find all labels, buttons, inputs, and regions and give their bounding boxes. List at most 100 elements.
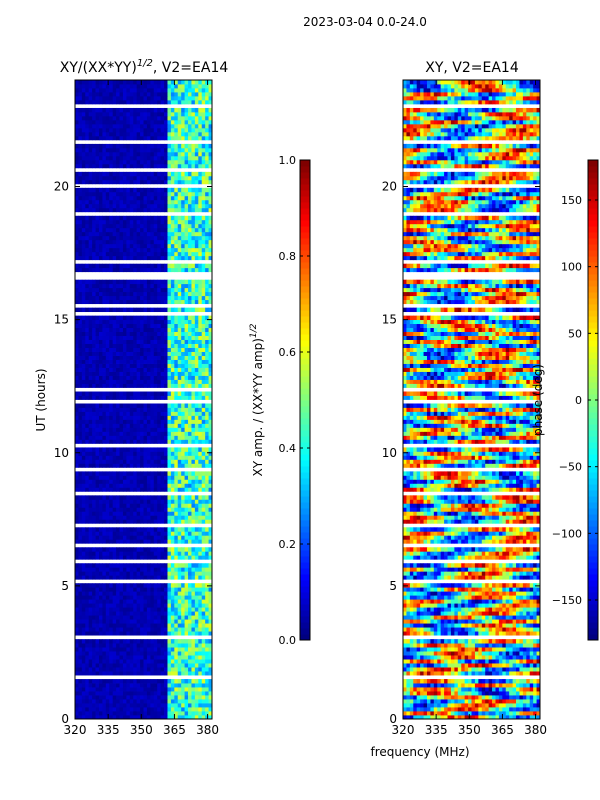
- heatmap-cell: [133, 603, 138, 608]
- heatmap-cell: [191, 531, 196, 536]
- heatmap-cell: [95, 671, 100, 676]
- heatmap-cell: [78, 319, 83, 325]
- heatmap-cell: [85, 239, 90, 245]
- heatmap-cell: [140, 355, 144, 360]
- heatmap-cell: [150, 431, 155, 436]
- heatmap-cell: [98, 179, 103, 185]
- heatmap-cell: [92, 599, 96, 604]
- heatmap-cell: [198, 587, 203, 592]
- heatmap-cell: [167, 627, 172, 632]
- heatmap-cell: [88, 539, 93, 544]
- heatmap-cell: [88, 279, 93, 285]
- heatmap-cell: [78, 539, 83, 544]
- heatmap-cell: [174, 531, 179, 536]
- heatmap-cell: [143, 335, 148, 340]
- heatmap-cell: [181, 347, 185, 352]
- heatmap-cell: [146, 639, 151, 644]
- heatmap-cell: [78, 627, 83, 632]
- heatmap-cell: [122, 251, 127, 257]
- heatmap-cell: [170, 547, 175, 552]
- heatmap-cell: [75, 683, 79, 688]
- heatmap-cell: [150, 295, 155, 301]
- heatmap-cell: [133, 563, 138, 568]
- heatmap-cell: [102, 351, 107, 356]
- heatmap-cell: [126, 463, 131, 468]
- heatmap-cell: [198, 555, 203, 560]
- heatmap-cell: [85, 455, 90, 460]
- heatmap-cell: [105, 347, 110, 352]
- heatmap-cell: [95, 531, 100, 536]
- heatmap-cell: [105, 299, 110, 305]
- heatmap-cell: [122, 623, 127, 628]
- heatmap-cell: [143, 667, 148, 672]
- heatmap-cell: [181, 695, 185, 700]
- heatmap-cell: [95, 595, 100, 600]
- heatmap-cell: [174, 619, 179, 624]
- heatmap-cell: [157, 219, 162, 225]
- heatmap-cell: [194, 203, 199, 209]
- heatmap-cell: [112, 395, 117, 400]
- heatmap-cell: [157, 415, 162, 420]
- heatmap-cell: [198, 667, 203, 672]
- heatmap-cell: [198, 287, 203, 293]
- heatmap-cell: [208, 687, 213, 692]
- heatmap-cell: [143, 407, 148, 412]
- heatmap-cell: [119, 155, 124, 161]
- heatmap-cell: [184, 247, 189, 253]
- heatmap-cell: [136, 243, 141, 249]
- heatmap-cell: [208, 695, 213, 700]
- heatmap-cell: [188, 483, 192, 488]
- heatmap-cell: [81, 583, 86, 588]
- heatmap-cell: [78, 327, 83, 332]
- heatmap-cell: [75, 591, 79, 596]
- heatmap-cell: [208, 375, 213, 380]
- heatmap-cell: [188, 251, 192, 257]
- heatmap-cell: [174, 683, 179, 688]
- heatmap-cell: [98, 507, 103, 512]
- heatmap-cell: [85, 419, 90, 424]
- heatmap-cell: [170, 419, 175, 424]
- heatmap-cell: [174, 655, 179, 660]
- heatmap-cell: [136, 515, 141, 520]
- heatmap-cell: [150, 475, 155, 480]
- heatmap-cell: [98, 191, 103, 197]
- heatmap-cell: [177, 247, 182, 253]
- heatmap-cell: [140, 475, 144, 480]
- heatmap-cell: [88, 155, 93, 161]
- heatmap-cell: [95, 403, 100, 408]
- heatmap-cell: [157, 295, 162, 301]
- heatmap-cell: [85, 371, 90, 376]
- heatmap-cell: [95, 175, 100, 181]
- heatmap-cell: [102, 643, 107, 648]
- heatmap-cell: [191, 283, 196, 289]
- heatmap-cell: [201, 355, 206, 360]
- heatmap-cell: [75, 247, 79, 253]
- heatmap-cell: [188, 371, 192, 376]
- heatmap-cell: [167, 595, 172, 600]
- heatmap-cell: [109, 351, 114, 356]
- heatmap-cell: [174, 527, 179, 532]
- heatmap-cell: [119, 199, 124, 205]
- heatmap-cell: [122, 627, 127, 632]
- heatmap-cell: [177, 379, 182, 384]
- heatmap-cell: [95, 591, 100, 596]
- heatmap-cell: [95, 623, 100, 628]
- heatmap-cell: [201, 179, 206, 185]
- heatmap-cell: [140, 439, 144, 444]
- heatmap-cell: [116, 279, 120, 285]
- heatmap-cell: [136, 371, 141, 376]
- heatmap-cell: [116, 287, 120, 293]
- heatmap-cell: [119, 279, 124, 285]
- heatmap-cell: [181, 199, 185, 205]
- heatmap-cell: [181, 687, 185, 692]
- heatmap-cell: [164, 243, 168, 249]
- heatmap-cell: [116, 391, 120, 396]
- heatmap-cell: [133, 347, 138, 352]
- heatmap-cell: [122, 679, 127, 684]
- heatmap-cell: [92, 651, 96, 656]
- heatmap-cell: [133, 455, 138, 460]
- heatmap-cell: [85, 687, 90, 692]
- heatmap-cell: [109, 231, 114, 237]
- heatmap-cell: [88, 503, 93, 508]
- heatmap-cell: [201, 611, 206, 616]
